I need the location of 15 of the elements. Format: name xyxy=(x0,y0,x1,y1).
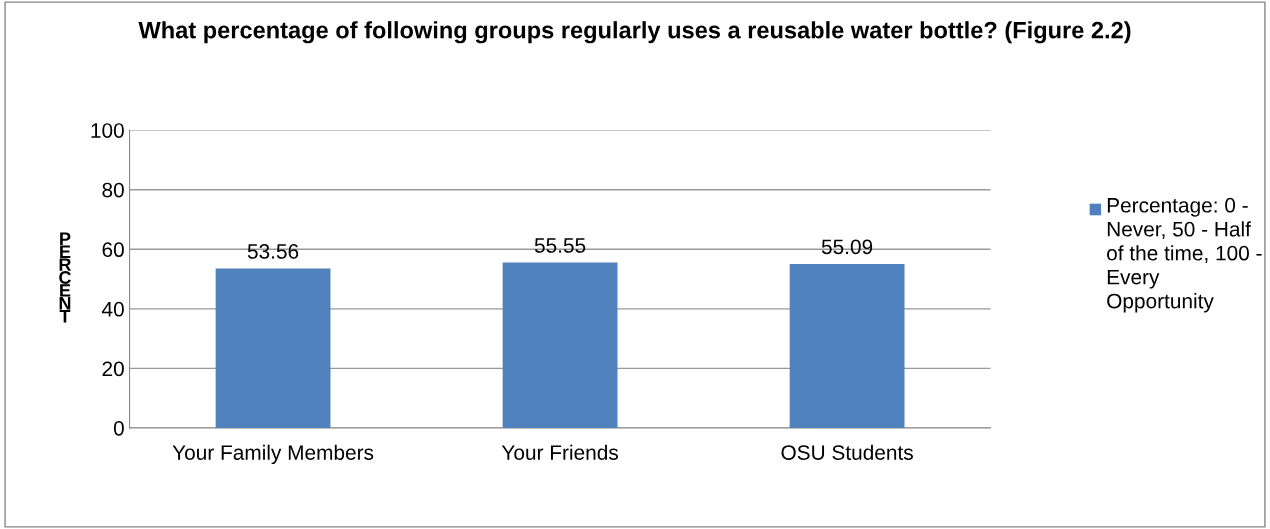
y-tick-label: 0 xyxy=(113,420,124,436)
x-tick-label: Your Friends xyxy=(501,444,618,460)
data-label: 55.55 xyxy=(534,238,586,253)
x-tick-label: Your Family Members xyxy=(172,444,374,465)
chart-title: What percentage of following groups regularly uses a reusable water bottle? (Figure 2.2) xyxy=(138,21,1131,44)
x-tick-label: OSU Students xyxy=(781,444,913,460)
y-tick-label: 100 xyxy=(91,123,124,138)
y-tick-label: 20 xyxy=(102,361,124,377)
y-axis-title: PERCENT xyxy=(59,232,72,323)
legend-label: Percentage: 0 - Never, 50 - Half of the time, 100 - Every Opportunity xyxy=(1107,197,1262,313)
data-label: 55.09 xyxy=(821,239,873,255)
data-label: 53.56 xyxy=(247,244,299,259)
y-tick-label: 80 xyxy=(102,182,124,198)
y-tick-label: 60 xyxy=(102,242,124,258)
y-tick-label: 40 xyxy=(101,301,124,317)
